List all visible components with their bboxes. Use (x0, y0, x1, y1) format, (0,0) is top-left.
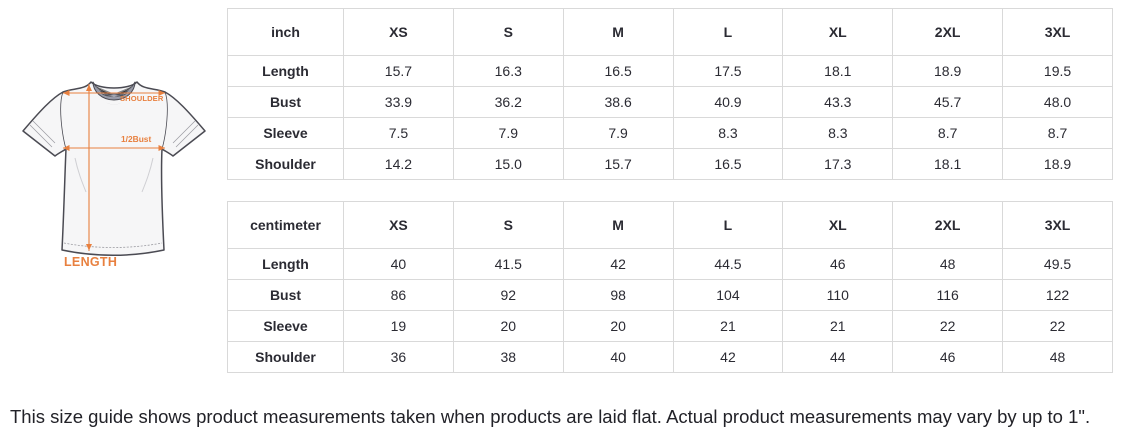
svg-text:SHOULDER: SHOULDER (120, 94, 164, 103)
svg-text:LENGTH: LENGTH (64, 255, 117, 269)
svg-text:1/2Bust: 1/2Bust (121, 134, 151, 144)
